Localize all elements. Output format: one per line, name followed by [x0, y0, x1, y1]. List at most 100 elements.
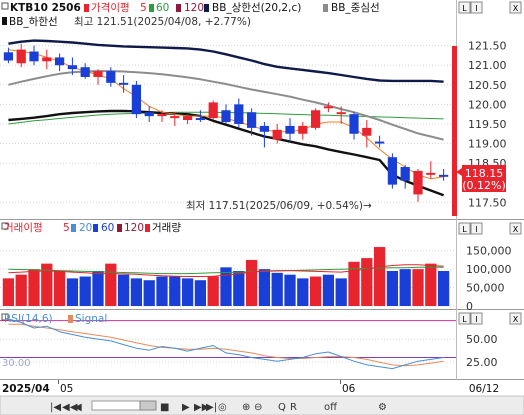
toolbar-button[interactable]: ■ — [160, 402, 169, 413]
panel-button-i-label: I — [475, 225, 477, 234]
legend-swatch-bb-lower — [2, 17, 7, 25]
volume-bars — [2, 247, 450, 306]
rsi-label: RSI(14,6) — [4, 313, 53, 325]
panel-button-i[interactable] — [470, 312, 483, 325]
toolbar-button[interactable]: ⊖ — [254, 402, 262, 413]
toolbar-button[interactable]: ▶▶ — [194, 402, 210, 413]
panel-button-i[interactable] — [470, 1, 483, 14]
volume-tick-label: 0 — [466, 300, 473, 313]
panel-button-x[interactable] — [509, 1, 522, 14]
toolbar-button[interactable]: ◀◀ — [62, 402, 78, 413]
volume-panel-controls: L I X — [458, 222, 522, 235]
volume-bar — [412, 269, 424, 306]
volume-bar — [245, 259, 258, 306]
panel-button-l[interactable] — [458, 312, 471, 325]
legend-swatch-ma60 — [149, 4, 154, 12]
toolbar-button-label: ▶ — [182, 402, 190, 413]
panel-button-x[interactable] — [509, 312, 522, 325]
volume-bar — [335, 278, 347, 306]
toolbar-button[interactable]: ⊕ — [242, 402, 250, 413]
toolbar-button-label: ◀ — [74, 402, 82, 413]
panel-button-l[interactable] — [458, 1, 471, 14]
panel-button-i[interactable] — [470, 222, 483, 235]
legend-box[interactable] — [1, 222, 9, 230]
rsi-line — [8, 318, 444, 370]
price-axis: 121.50 121.00 120.50 120.00 119.50 119.00 118.… — [468, 40, 507, 210]
candle-body — [3, 52, 14, 61]
x-axis-label-end: 06/12 — [469, 383, 499, 395]
toolbar-button[interactable]: Q — [278, 402, 286, 413]
volume-bar — [181, 278, 194, 306]
toolbar-button-label: |◀ — [50, 402, 61, 413]
signal-label: Signal — [75, 313, 107, 325]
candle-body — [221, 110, 231, 122]
panel-button-x-label: X — [513, 315, 519, 324]
price-tick-label: 117.50 — [468, 196, 507, 209]
legend-swatch-bb-upper — [204, 4, 209, 12]
candle-body — [413, 170, 423, 195]
volume-bar — [117, 274, 130, 306]
candle-body — [106, 71, 116, 83]
price-pointer-icon — [456, 168, 462, 176]
volume-tick-label: 150,000 — [466, 245, 512, 258]
legend-swatch-vol-ma20 — [71, 224, 76, 232]
candle-body — [54, 57, 65, 66]
toolbar-button-label: R — [290, 402, 297, 413]
low-note: 최저 117.51(2025/06/09, +0.54%)→ — [186, 200, 372, 212]
last-price-value: 118.15 — [465, 167, 504, 180]
volume-bar — [41, 263, 53, 306]
legend-swatch-bb-mid — [323, 4, 328, 12]
toolbar-button[interactable]: |◀ — [50, 402, 61, 413]
candle-body — [438, 174, 449, 177]
price-panel[interactable] — [0, 0, 456, 219]
volume-bar — [348, 261, 360, 306]
bb-upper-label: BB_상한선(20,2,c) — [212, 2, 301, 14]
toolbar-button[interactable]: ⚙ — [378, 402, 387, 413]
candle-body — [285, 125, 295, 134]
bb-lower-line — [8, 109, 445, 197]
candle-body — [16, 49, 26, 64]
volume-ma-20: 20 — [79, 222, 92, 234]
toolbar-button[interactable]: off — [324, 402, 338, 413]
panel-button-l-label: L — [462, 225, 467, 234]
price-tick-label: 121.00 — [468, 59, 507, 72]
volume-axis: 150,000 100,000 50,000 0 — [466, 245, 512, 313]
volume-bar — [92, 271, 104, 306]
panel-button-l[interactable] — [458, 222, 471, 235]
toolbar-button[interactable]: ▶ — [182, 402, 190, 413]
volume-legend: 거래이평 5 20 60 120 거래량 — [1, 222, 181, 234]
bb-upper-line — [8, 39, 444, 83]
volume-label: 거래량 — [152, 222, 181, 234]
toolbar-button[interactable]: ▶| — [206, 402, 217, 413]
x-axis-label-june: 06 — [342, 383, 356, 395]
volume-bar — [130, 278, 143, 306]
x-axis-bar — [0, 380, 524, 396]
rsi-left-axis-label: 30.00 — [2, 358, 31, 369]
volume-bar — [220, 267, 232, 306]
rsi-axis: 50.00 25.00 — [466, 333, 498, 369]
volume-bar — [284, 274, 296, 306]
panel-button-i-label: I — [475, 4, 477, 13]
legend-swatch-vol-ma120 — [117, 224, 122, 232]
volume-bar — [297, 278, 309, 306]
legend-swatch-signal — [68, 315, 73, 323]
candle-body — [42, 57, 52, 62]
candle-body — [374, 141, 385, 144]
legend-box[interactable] — [1, 2, 9, 10]
toolbar-button-label: ⚙ — [378, 402, 387, 413]
candle-body — [208, 102, 218, 119]
price-ma-120: 120 — [184, 2, 204, 14]
candle-body — [349, 114, 359, 134]
scroll-thumb[interactable] — [139, 400, 157, 411]
panel-button-x[interactable] — [509, 222, 522, 235]
candle-body — [195, 118, 206, 121]
toolbar-button-label: ◀◀ — [62, 402, 78, 413]
candle-body — [170, 116, 180, 119]
toolbar-button[interactable]: ◎ — [218, 402, 227, 413]
toolbar-button[interactable]: ◀ — [74, 402, 82, 413]
legend-box[interactable] — [1, 313, 9, 321]
toolbar-button[interactable]: R — [290, 402, 297, 413]
bb-mid-label: BB_중심선 — [331, 2, 380, 14]
